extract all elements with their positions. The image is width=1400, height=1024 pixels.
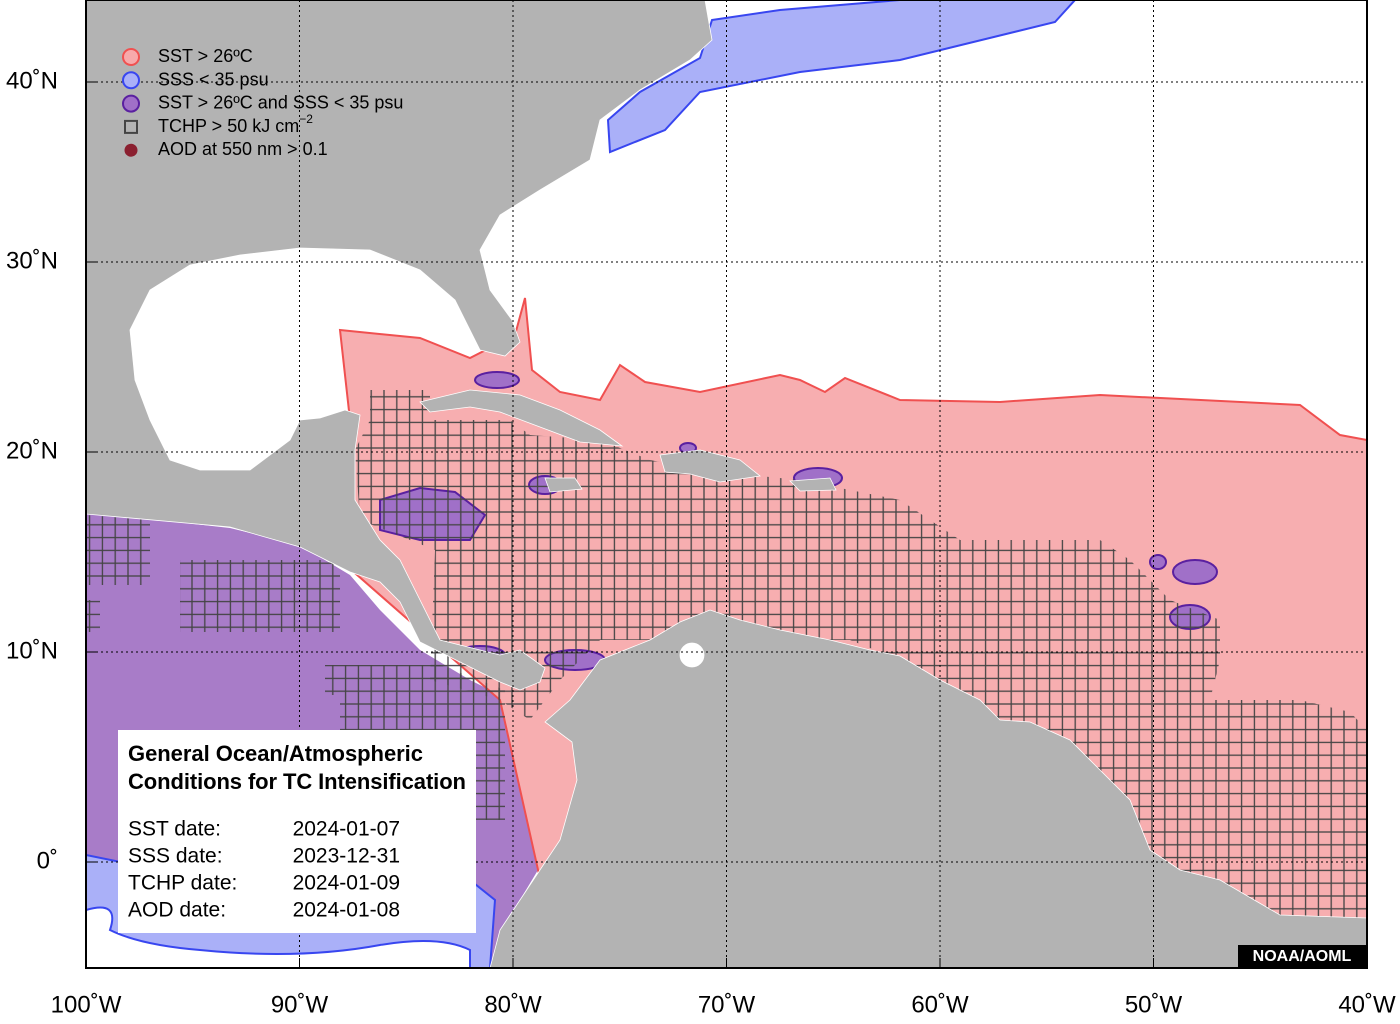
credit-box	[1238, 945, 1366, 968]
date-label: AOD date:	[128, 899, 226, 922]
y-tick-label: 20˚N	[6, 437, 58, 464]
x-tick-label: 50˚W	[1125, 991, 1183, 1018]
legend-marker	[122, 48, 140, 66]
y-tick-label: 30˚N	[6, 247, 58, 274]
x-tick-label: 100˚W	[51, 991, 122, 1018]
date-value: 2024-01-09	[293, 872, 400, 895]
legend-label: TCHP > 50 kJ cm−2	[158, 112, 313, 136]
legend: SST > 26ºC SSS < 35 psu SST > 26ºC and SSS…	[122, 46, 403, 159]
legend-marker	[122, 71, 140, 90]
sss-area	[606, 0, 1077, 154]
info-box	[118, 730, 476, 933]
ocean-gap	[86, 906, 471, 968]
legend-text: SST > 26ºC and SSS < 35 psu	[158, 92, 403, 112]
info-title: Conditions for TC Intensification	[128, 769, 466, 794]
y-tick-label: 10˚N	[6, 637, 58, 664]
y-tick-label: 40˚N	[6, 67, 58, 94]
legend-text: TCHP > 50 kJ cm	[158, 116, 299, 136]
legend-text: SSS < 35 psu	[158, 69, 269, 89]
date-value: 2024-01-08	[293, 899, 400, 922]
info-title: General Ocean/Atmospheric	[128, 741, 423, 766]
y-tick-label: 0˚	[37, 847, 58, 874]
legend-superscript: −2	[299, 112, 313, 126]
date-value: 2024-01-07	[293, 818, 400, 841]
x-tick-label: 70˚W	[698, 991, 756, 1018]
graticule: 100˚W 90˚W 80˚W 70˚W 60˚W 50˚W 40˚W 0˚ 10˚N 20˚N 3…	[6, 0, 1396, 1018]
x-tick-label: 60˚W	[911, 991, 969, 1018]
legend-marker	[124, 143, 138, 157]
legend-label: SSS < 35 psu	[158, 69, 269, 89]
date-label: SST date:	[128, 818, 221, 841]
legend-marker	[124, 119, 138, 134]
legend-label: AOD at 550 nm > 0.1	[158, 139, 328, 159]
info: General Ocean/Atmospheric Conditions for …	[128, 741, 466, 922]
x-tick-label: 80˚W	[484, 991, 542, 1018]
land	[86, 0, 1367, 968]
legend-text: SST > 26ºC	[158, 46, 253, 66]
credit: NOAA/AOML	[1253, 948, 1352, 965]
legend-text: AOD at 550 nm > 0.1	[158, 139, 328, 159]
legend-marker	[122, 94, 140, 113]
legend-label: SST > 26ºC and SSS < 35 psu	[158, 92, 403, 112]
x-tick-label: 90˚W	[271, 991, 329, 1018]
x-tick-label: 40˚W	[1338, 991, 1396, 1018]
legend-label: SST > 26ºC	[158, 46, 253, 66]
date-value: 2023-12-31	[293, 845, 400, 868]
date-label: SSS date:	[128, 845, 223, 868]
date-label: TCHP date:	[128, 872, 237, 895]
